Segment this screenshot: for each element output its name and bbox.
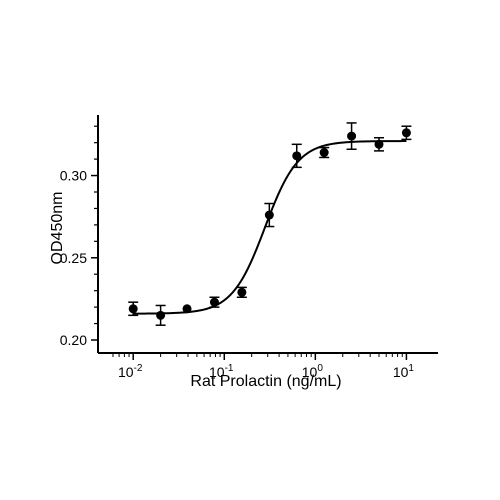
data-point [209,297,219,307]
data-point [128,304,138,314]
data-point [264,210,274,220]
data-point [347,131,357,141]
x-tick-label: 101 [393,363,415,380]
data-point [237,287,247,297]
data-point [401,128,411,138]
fit-curve [133,140,407,315]
y-tick-label: 0.25 [60,250,87,266]
x-tick-label: 100 [302,363,324,380]
data-point [374,139,384,149]
y-tick-label: 0.30 [60,168,87,184]
x-axis-title: Rat Prolactin (ng/mL) [190,373,341,390]
x-tick-label: 10-2 [118,363,143,380]
y-tick-label: 0.20 [60,332,87,348]
x-tick-label: 10-1 [209,363,234,380]
data-point [156,310,166,320]
data-point [292,151,302,161]
y-axis-title: OD450nm [49,192,66,265]
data-point [182,304,192,314]
data-point [319,148,329,158]
plot-area: 0.20 0.25 0.30 10-2 10-1 100 101 [60,115,438,380]
